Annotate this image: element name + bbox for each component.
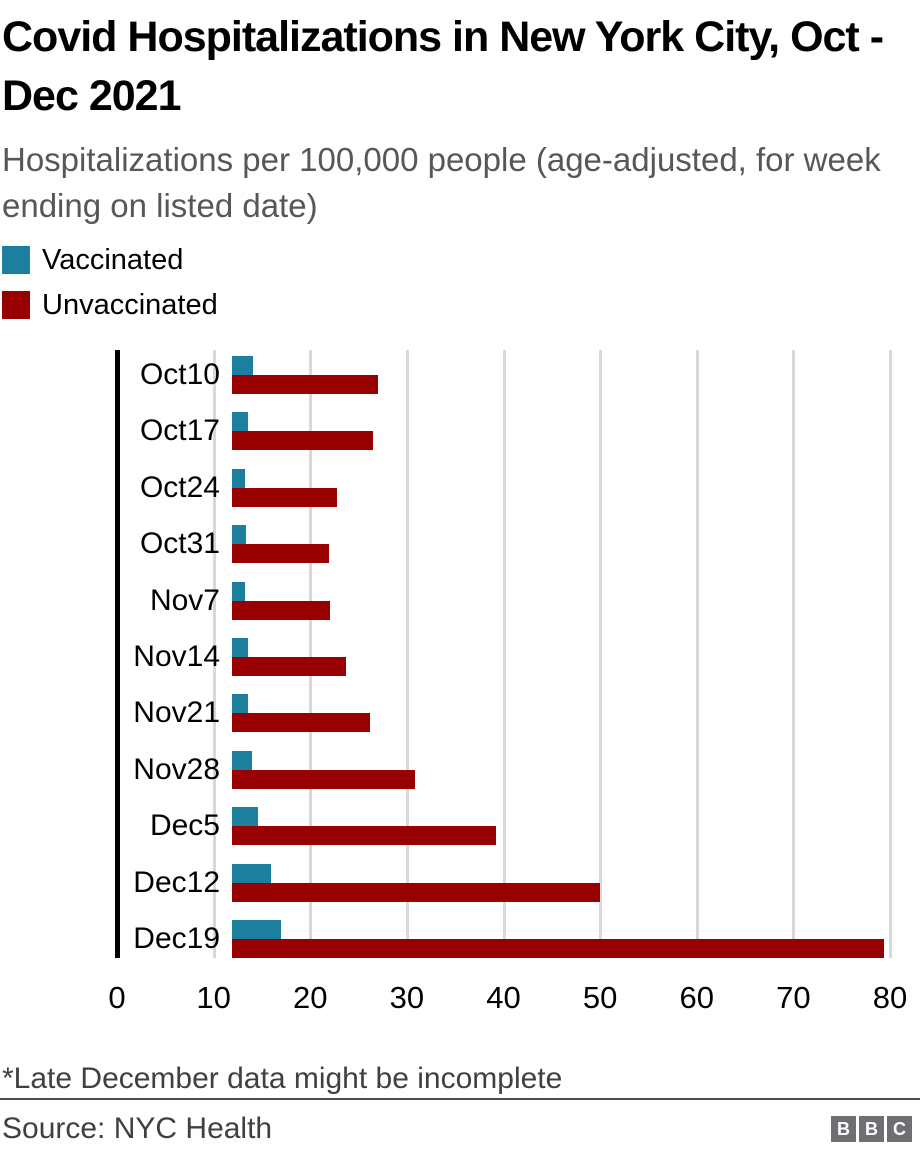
y-axis-label: Oct10 <box>139 358 220 392</box>
bar-vaccinated <box>232 525 246 545</box>
bar-vaccinated <box>232 750 252 770</box>
bar-vaccinated <box>232 863 271 883</box>
bbc-logo-block: C <box>887 1116 912 1142</box>
chart-subtitle: Hospitalizations per 100,000 people (age… <box>2 140 881 224</box>
y-axis-label: Oct24 <box>139 470 220 504</box>
bar-vaccinated <box>232 356 254 376</box>
gridline <box>792 350 796 959</box>
chart-row: Oct10 <box>117 356 890 412</box>
legend-item-unvaccinated: Unvaccinated <box>2 288 918 321</box>
row-bars <box>232 581 890 638</box>
bar-unvaccinated <box>232 713 371 733</box>
bar-unvaccinated <box>232 656 346 676</box>
x-axis-tick: 30 <box>389 980 425 1016</box>
bar-vaccinated <box>232 919 281 939</box>
chart-row: Dec12 <box>117 863 890 920</box>
chart-row: Nov21 <box>117 694 890 750</box>
bar-vaccinated <box>232 412 249 432</box>
chart-row: Oct17 <box>117 412 890 468</box>
chart-row: Nov7 <box>117 581 890 638</box>
chart-row: Nov14 <box>117 637 890 694</box>
row-bars <box>232 637 890 694</box>
footer-divider <box>0 1098 920 1100</box>
chart-title: Covid Hospitalizations in New York City,… <box>2 13 884 121</box>
y-axis-label: Dec5 <box>149 809 220 843</box>
bar-unvaccinated <box>232 826 497 846</box>
y-axis-label: Oct17 <box>139 414 220 448</box>
bar-unvaccinated <box>232 544 330 564</box>
y-axis-label: Nov21 <box>133 696 220 730</box>
gridline <box>599 350 603 959</box>
row-bars <box>232 525 890 581</box>
chart-rows: Oct10 Oct17 Oct24 Oct31 Nov7 Nov14 Nov21 Nov28 D… <box>117 356 890 976</box>
legend-swatch-vaccinated <box>2 246 30 275</box>
footnote: *Late December data might be incomplete <box>2 1062 563 1096</box>
y-axis-label: Nov14 <box>133 639 220 673</box>
bar-unvaccinated <box>232 769 415 789</box>
bar-unvaccinated <box>232 487 338 507</box>
y-axis-label: Nov7 <box>149 583 220 617</box>
row-bars <box>232 863 890 920</box>
bar-vaccinated <box>232 581 246 601</box>
x-axis-tick: 20 <box>293 980 328 1016</box>
bar-vaccinated <box>232 468 246 488</box>
row-bars <box>232 468 890 525</box>
gridline <box>212 350 216 959</box>
legend: Vaccinated Unvaccinated <box>2 243 918 321</box>
y-axis-line <box>115 350 120 959</box>
x-axis-tick: 10 <box>196 980 231 1016</box>
y-axis-label: Dec19 <box>133 921 220 955</box>
y-axis-label: Oct31 <box>139 527 220 561</box>
x-axis-tick: 60 <box>679 980 714 1016</box>
x-axis-tick: 70 <box>776 980 811 1016</box>
bar-vaccinated <box>232 807 259 827</box>
bar-chart: Oct10 Oct17 Oct24 Oct31 Nov7 Nov14 Nov21 Nov28 D… <box>2 350 918 959</box>
row-bars <box>232 412 890 468</box>
chart-row: Oct31 <box>117 525 890 581</box>
row-bars <box>232 919 890 976</box>
x-axis-tick: 80 <box>872 980 908 1016</box>
chart-row: Dec5 <box>117 807 890 863</box>
bbc-logo-block: B <box>859 1116 884 1142</box>
chart-row: Dec19 <box>117 919 890 976</box>
legend-label-vaccinated: Vaccinated <box>42 243 184 276</box>
x-axis: 0 10 20 30 40 50 60 70 80 <box>108 980 907 1022</box>
bar-unvaccinated <box>232 938 885 958</box>
gridline <box>695 350 699 959</box>
y-axis-label: Dec12 <box>133 865 220 899</box>
bar-unvaccinated <box>232 600 330 620</box>
row-bars <box>232 356 890 412</box>
x-axis-tick: 50 <box>582 980 618 1016</box>
x-axis-tick: 40 <box>486 980 521 1016</box>
bar-unvaccinated <box>232 431 373 451</box>
row-bars <box>232 694 890 750</box>
gridline <box>502 350 506 959</box>
gridline <box>889 350 892 959</box>
gridline <box>405 350 409 959</box>
bar-unvaccinated <box>232 882 601 902</box>
y-axis-label: Nov28 <box>133 752 220 786</box>
legend-item-vaccinated: Vaccinated <box>2 243 918 276</box>
gridline <box>309 350 313 959</box>
row-bars <box>232 750 890 807</box>
bar-vaccinated <box>232 637 249 657</box>
bbc-logo-block: B <box>831 1116 856 1142</box>
chart-row: Oct24 <box>117 468 890 525</box>
chart-row: Nov28 <box>117 750 890 807</box>
bar-unvaccinated <box>232 375 378 395</box>
x-axis-tick: 0 <box>108 980 126 1016</box>
plot-area: Oct10 Oct17 Oct24 Oct31 Nov7 Nov14 Nov21 Nov28 D… <box>115 350 892 959</box>
bar-vaccinated <box>232 694 249 714</box>
source-text: Source: NYC Health <box>2 1112 273 1145</box>
legend-swatch-unvaccinated <box>2 291 30 320</box>
row-bars <box>232 807 890 863</box>
legend-label-unvaccinated: Unvaccinated <box>42 288 218 321</box>
